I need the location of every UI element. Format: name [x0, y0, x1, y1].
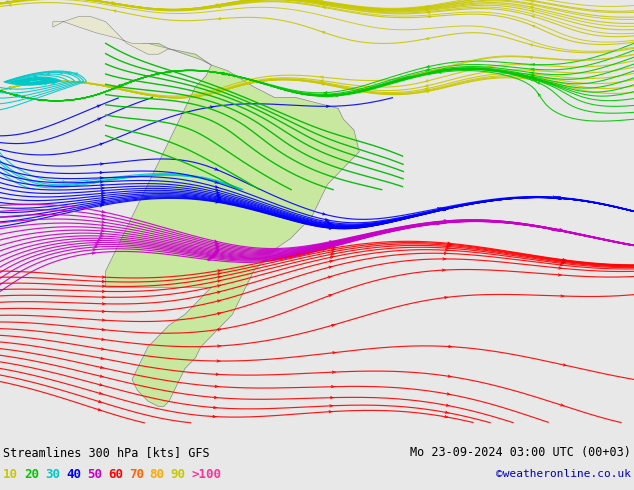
Text: 70: 70 — [129, 468, 144, 481]
Text: 20: 20 — [24, 468, 39, 481]
Text: 80: 80 — [150, 468, 165, 481]
Text: Streamlines 300 hPa [kts] GFS: Streamlines 300 hPa [kts] GFS — [3, 446, 210, 459]
Text: ©weatheronline.co.uk: ©weatheronline.co.uk — [496, 469, 631, 479]
Text: Mo 23-09-2024 03:00 UTC (00+03): Mo 23-09-2024 03:00 UTC (00+03) — [410, 446, 631, 459]
Polygon shape — [106, 44, 359, 407]
Text: 50: 50 — [87, 468, 102, 481]
Text: 60: 60 — [108, 468, 123, 481]
Text: >100: >100 — [191, 468, 221, 481]
Polygon shape — [53, 16, 169, 54]
Text: 40: 40 — [66, 468, 81, 481]
Text: 10: 10 — [3, 468, 18, 481]
Text: 30: 30 — [45, 468, 60, 481]
Text: 90: 90 — [171, 468, 186, 481]
